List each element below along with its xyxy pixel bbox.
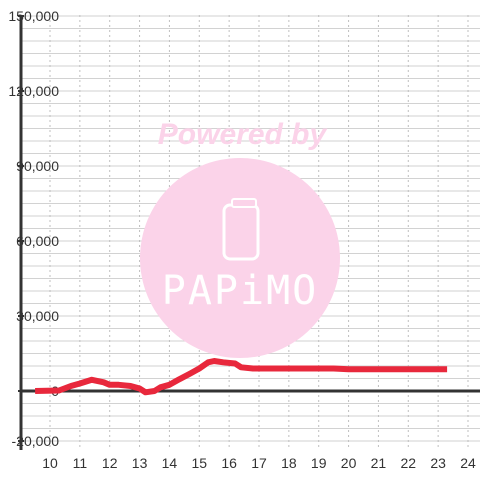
x-tick-label: 19 (311, 455, 327, 471)
series-layer (35, 358, 448, 396)
x-tick-labels: 10 11 12 13 14 15 16 17 18 19 20 21 22 23 24 (42, 455, 476, 471)
x-tick-label: 17 (251, 455, 267, 471)
x-tick-label: 16 (221, 455, 237, 471)
x-tick-label: 23 (430, 455, 446, 471)
y-tick-label: -20,000 (12, 433, 60, 449)
x-tick-label: 15 (191, 455, 207, 471)
y-tick-label: 90,000 (16, 158, 59, 174)
x-tick-label: 21 (371, 455, 387, 471)
watermark-logo: PAPiMO (162, 268, 319, 314)
y-tick-label: 120,000 (8, 83, 59, 99)
x-tick-label: 13 (132, 455, 148, 471)
y-tick-label: 150,000 (8, 8, 59, 24)
x-tick-label: 10 (42, 455, 58, 471)
x-tick-label: 11 (73, 455, 88, 471)
x-tick-label: 22 (400, 455, 416, 471)
y-tick-label: 30,000 (16, 308, 59, 324)
x-tick-label: 12 (102, 455, 118, 471)
x-tick-label: 20 (341, 455, 357, 471)
phone-icon (222, 198, 260, 261)
y-tick-label: 60,000 (16, 233, 59, 249)
x-tick-label: 24 (460, 455, 476, 471)
x-tick-label: 14 (162, 455, 178, 471)
watermark: Powered by PAPiMO (140, 118, 340, 358)
axes (19, 15, 480, 450)
series-line (35, 358, 448, 396)
watermark-text: Powered by (158, 118, 328, 151)
x-tick-label: 18 (281, 455, 297, 471)
